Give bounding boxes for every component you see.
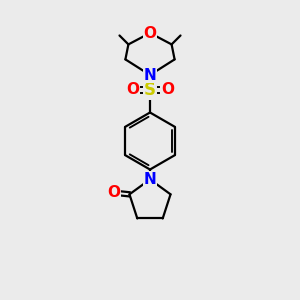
- Text: N: N: [144, 172, 156, 187]
- Text: O: O: [126, 82, 139, 98]
- Text: O: O: [107, 185, 120, 200]
- Text: N: N: [144, 68, 156, 82]
- Text: O: O: [143, 26, 157, 40]
- Text: O: O: [161, 82, 174, 98]
- Text: S: S: [144, 81, 156, 99]
